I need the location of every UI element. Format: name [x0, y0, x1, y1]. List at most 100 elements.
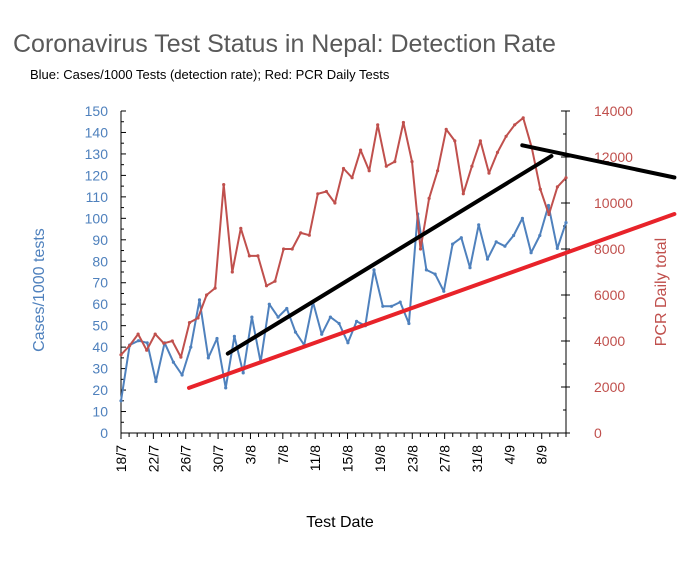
data-point-detection-rate	[424, 268, 428, 272]
data-point-pcr	[513, 123, 517, 127]
data-point-detection-rate	[320, 332, 324, 336]
x-tick-label: 11/8	[307, 445, 323, 471]
data-point-pcr	[461, 192, 465, 196]
x-tick-label: 15/8	[340, 445, 356, 472]
y-tick-label-left: 60	[92, 296, 108, 312]
data-point-pcr	[427, 196, 431, 200]
x-tick-label: 31/8	[469, 445, 485, 472]
y-axis-label-left: Cases/1000 tests	[31, 228, 48, 352]
data-point-detection-rate	[355, 319, 359, 323]
data-point-pcr	[359, 148, 363, 152]
data-point-pcr	[453, 139, 457, 143]
data-point-detection-rate	[389, 304, 394, 308]
data-point-detection-rate	[555, 246, 559, 250]
data-point-detection-rate	[451, 242, 455, 246]
data-point-pcr	[213, 286, 217, 290]
x-tick-label: 19/8	[372, 445, 388, 472]
data-point-detection-rate	[119, 399, 123, 403]
x-tick-label: 26/7	[178, 445, 194, 472]
data-point-pcr	[547, 212, 551, 217]
data-point-detection-rate	[538, 233, 542, 238]
data-point-pcr	[418, 247, 423, 251]
y-tick-label-left: 50	[92, 318, 108, 334]
chart-title: Coronavirus Test Status in Nepal: Detect…	[13, 30, 556, 58]
data-point-pcr	[393, 160, 397, 164]
x-tick-label: 23/8	[404, 445, 420, 472]
data-point-detection-rate	[328, 315, 332, 319]
data-point-pcr	[170, 339, 174, 343]
y-tick-label-left: 20	[92, 382, 108, 398]
data-point-detection-rate	[154, 379, 158, 384]
x-tick-label: 22/7	[145, 445, 161, 472]
data-point-pcr	[436, 169, 440, 173]
data-point-pcr	[384, 164, 388, 168]
data-point-pcr	[367, 169, 371, 173]
y-tick-label-right: 14000	[594, 103, 633, 119]
trend-line	[225, 154, 554, 356]
x-tick-label: 3/8	[242, 445, 258, 465]
y-tick-label-left: 10	[92, 404, 108, 420]
data-point-pcr	[350, 176, 354, 180]
data-point-detection-rate	[171, 360, 175, 364]
data-point-detection-rate	[485, 257, 490, 261]
data-point-pcr	[564, 176, 568, 180]
y-tick-label-left: 80	[92, 253, 108, 269]
data-point-detection-rate	[224, 386, 228, 390]
y-tick-label-right: 0	[594, 425, 602, 441]
data-point-detection-rate	[267, 302, 271, 306]
trend-line	[520, 143, 677, 180]
data-point-pcr	[264, 284, 269, 288]
y-tick-label-right: 6000	[594, 287, 625, 303]
data-point-pcr	[247, 254, 251, 258]
data-point-detection-rate	[206, 356, 210, 360]
data-point-detection-rate	[293, 330, 298, 334]
data-point-pcr	[316, 192, 320, 196]
data-point-detection-rate	[529, 251, 533, 255]
data-point-detection-rate	[145, 341, 149, 345]
data-point-detection-rate	[285, 306, 289, 311]
data-point-pcr	[179, 355, 183, 359]
data-point-pcr	[333, 201, 337, 205]
data-point-pcr	[222, 183, 226, 187]
data-point-pcr	[376, 123, 380, 127]
data-point-detection-rate	[494, 240, 498, 244]
y-tick-label-left: 70	[92, 275, 108, 291]
data-point-detection-rate	[546, 203, 551, 208]
y-tick-label-left: 100	[85, 210, 109, 226]
data-point-detection-rate	[520, 216, 525, 220]
y-tick-label-left: 40	[92, 339, 108, 355]
x-tick-label: 8/9	[534, 445, 550, 465]
data-point-pcr	[273, 279, 277, 283]
data-point-detection-rate	[381, 304, 385, 308]
y-tick-label-left: 140	[85, 124, 109, 140]
data-point-detection-rate	[250, 315, 254, 319]
y-tick-label-left: 30	[92, 361, 108, 377]
data-point-pcr	[470, 164, 474, 168]
x-tick-label: 27/8	[437, 445, 453, 472]
data-point-detection-rate	[503, 244, 507, 248]
data-point-detection-rate	[459, 236, 463, 240]
data-point-detection-rate	[215, 336, 219, 341]
y-tick-label-right: 8000	[594, 241, 625, 257]
data-point-pcr	[299, 231, 303, 235]
x-tick-label: 30/7	[210, 445, 226, 472]
data-point-detection-rate	[433, 272, 437, 276]
data-point-pcr	[495, 150, 500, 154]
data-point-pcr	[162, 341, 166, 345]
data-point-pcr	[504, 134, 508, 138]
y-tick-label-right: 2000	[594, 379, 625, 395]
x-axis-label: Test Date	[306, 514, 374, 531]
data-point-detection-rate	[197, 298, 202, 302]
data-point-pcr	[555, 185, 560, 189]
data-point-detection-rate	[337, 321, 341, 326]
data-point-pcr	[410, 160, 414, 164]
data-point-detection-rate	[468, 266, 472, 270]
data-point-detection-rate	[189, 345, 193, 349]
y-tick-label-left: 110	[86, 189, 109, 205]
data-point-detection-rate	[442, 289, 446, 293]
plot-area: 0 10 20 30 40 50 60 70 80 90 100 110 120 130 140 150 0 20…	[85, 103, 677, 472]
y-tick-label-left: 120	[85, 167, 109, 183]
data-point-pcr	[290, 247, 294, 251]
data-point-pcr	[401, 120, 405, 125]
